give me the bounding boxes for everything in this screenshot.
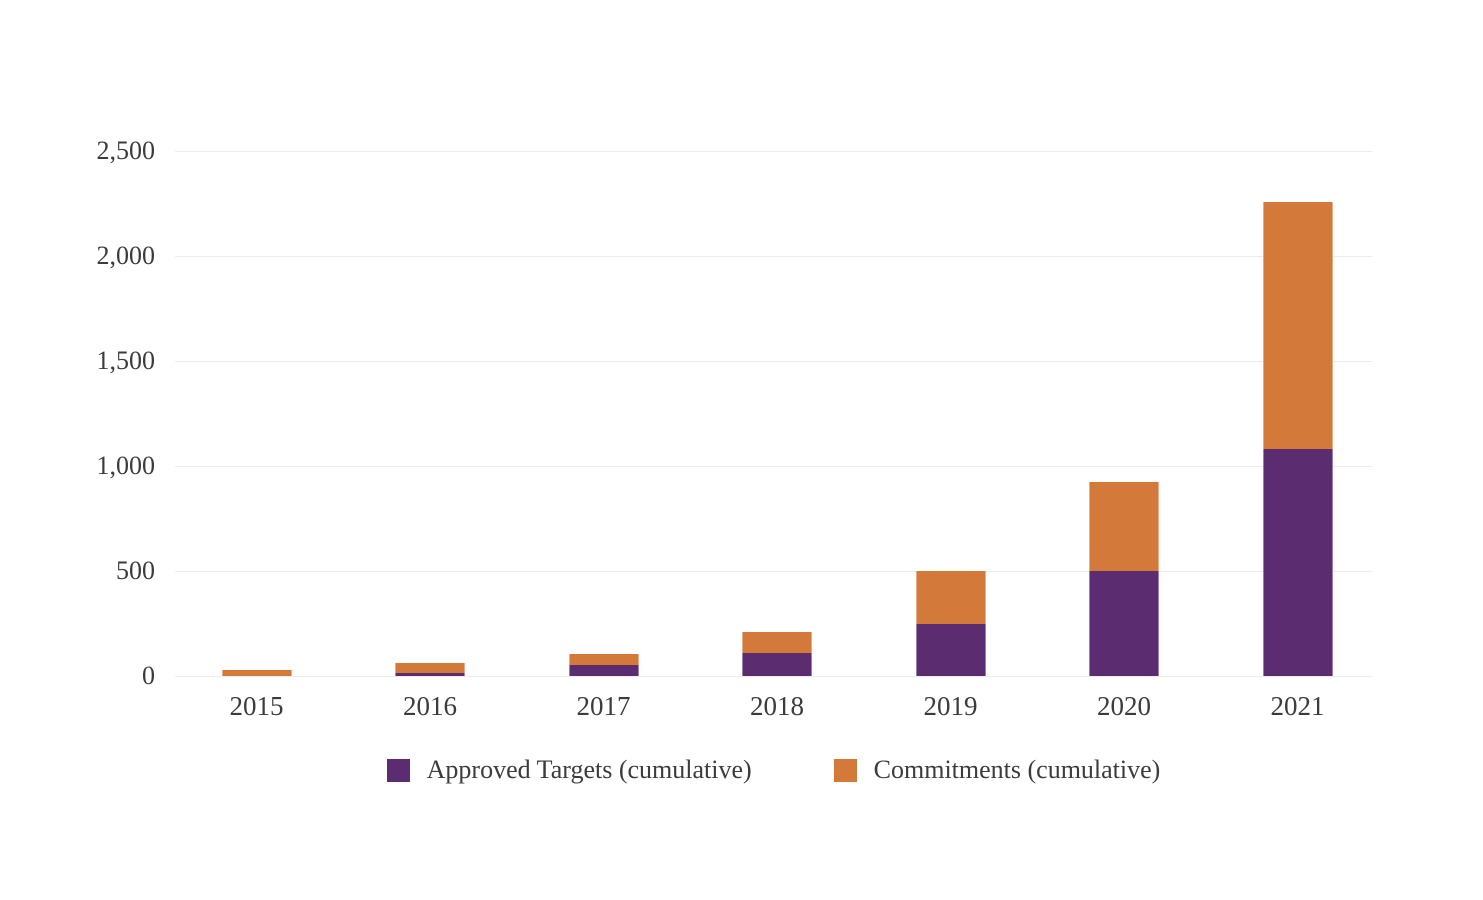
y-axis-tick-label: 500: [116, 556, 155, 585]
bar-segment-approved-targets-2021: [1262, 449, 1333, 676]
y-axis-tick-label: 2,000: [96, 241, 156, 270]
x-axis-tick-label: 2019: [923, 691, 978, 721]
x-axis-tick-label: 2020: [1097, 691, 1151, 721]
x-axis-tick-label: 2015: [229, 691, 284, 721]
bar-segment-commitments-2020: [1089, 481, 1159, 571]
bar-segment-approved-targets-2017: [568, 665, 639, 676]
bar-segment-approved-targets-2019: [915, 623, 986, 676]
y-axis-tick-label: 0: [142, 661, 155, 690]
y-axis-tick-label: 1,000: [96, 451, 156, 480]
bar-segment-approved-targets-2016: [395, 673, 465, 676]
gridline: [175, 361, 1372, 362]
x-axis-tick-label: 2016: [403, 691, 457, 721]
bar-segment-commitments-2021: [1262, 202, 1333, 450]
legend-label: Commitments (cumulative): [873, 755, 1161, 784]
x-axis-tick-label: 2018: [750, 691, 804, 721]
legend-swatch-icon: [386, 758, 410, 782]
legend-swatch-icon: [833, 758, 857, 782]
gridline: [175, 676, 1372, 677]
legend-label: Approved Targets (cumulative): [426, 755, 752, 784]
gridline: [175, 256, 1372, 257]
gridline: [175, 151, 1372, 152]
y-axis-tick-label: 1,500: [96, 346, 156, 375]
x-axis-tick-label: 2021: [1270, 691, 1325, 721]
gridline: [175, 571, 1372, 572]
chart-legend: Approved Targets (cumulative) Commitments…: [175, 755, 1372, 785]
x-axis-tick-label: 2017: [576, 691, 631, 721]
bar-segment-commitments-2018: [742, 631, 812, 654]
legend-item-commitments: Commitments (cumulative): [833, 755, 1161, 785]
bar-segment-commitments-2015: [221, 669, 292, 676]
legend-item-approved-targets: Approved Targets (cumulative): [386, 755, 752, 785]
bar-segment-approved-targets-2020: [1089, 571, 1159, 676]
gridline: [175, 466, 1372, 467]
bar-segment-commitments-2019: [915, 571, 986, 624]
bar-segment-commitments-2017: [568, 653, 639, 666]
bar-segment-commitments-2016: [395, 663, 465, 674]
bar-segment-approved-targets-2018: [742, 653, 812, 676]
y-axis-tick-label: 2,500: [96, 136, 156, 165]
